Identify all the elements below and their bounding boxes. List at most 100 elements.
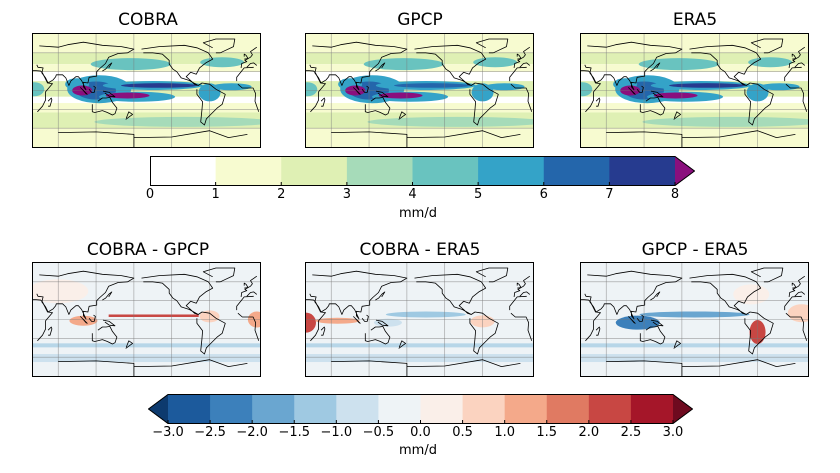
colorbar-tick-label: 5 <box>473 187 483 202</box>
diff-africa <box>787 304 808 323</box>
coastline-uk <box>516 282 522 289</box>
precip-band <box>33 71 260 82</box>
coastline-australia <box>639 326 666 345</box>
coastline-australia <box>639 97 666 116</box>
panel-title-gpcp: GPCP <box>397 10 443 30</box>
coastline-sumatra <box>80 316 88 324</box>
coastline-africa <box>236 66 254 82</box>
coastline-antarctica <box>58 131 135 147</box>
colorbar-tick-label: 2.5 <box>620 425 642 440</box>
coastline-greenland <box>475 38 509 54</box>
colorbar-difference-unit: mm/d <box>399 443 437 458</box>
colorbar-tick-label: 2 <box>277 187 286 202</box>
precip-band <box>306 34 533 53</box>
map-panel-cobra-gpcp <box>32 262 261 377</box>
coastline-borneo <box>88 314 96 322</box>
colorbar-segment <box>150 156 217 186</box>
coastline-uk <box>516 53 522 60</box>
precip-band <box>33 52 260 65</box>
coastline-australia <box>364 97 391 116</box>
colorbar-segment <box>630 394 674 424</box>
colorbar-tick-label: −1.0 <box>320 425 353 440</box>
colorbar-tick-label: 1.0 <box>494 425 515 440</box>
colorbar-segment <box>543 156 610 186</box>
coastline-japan <box>102 291 113 301</box>
coastline-americas_n <box>414 44 487 86</box>
precip-band <box>306 103 533 113</box>
panel-title-era5: ERA5 <box>672 10 718 30</box>
coastline-antarctica <box>58 360 135 376</box>
diff-africa <box>306 312 316 333</box>
coastline-newguinea <box>375 90 389 98</box>
colorbar-segment <box>478 156 545 186</box>
coastline-africa <box>581 70 601 113</box>
coastline-antarctica <box>331 131 408 147</box>
coastline-americas_s <box>469 82 499 126</box>
coastline-borneo <box>361 314 369 322</box>
panel-title-cobra-era5: COBRA - ERA5 <box>359 240 481 260</box>
coastline-eurasia <box>246 62 258 68</box>
coastline-eurasia <box>794 291 806 297</box>
colorbar-tick-label: 3 <box>342 187 352 202</box>
coastline-africa <box>510 83 533 112</box>
coastline-greenland <box>202 267 236 283</box>
coastline-africa <box>510 312 533 341</box>
map-panel-era5 <box>580 33 809 148</box>
colorbar-tick-label: 0.5 <box>452 425 473 440</box>
colorbar-segment <box>412 156 479 186</box>
precip-congo <box>581 82 593 97</box>
coastline-newguinea <box>102 319 116 327</box>
diff-indian-ocean <box>315 317 360 324</box>
colorbar-extend-max <box>673 394 693 424</box>
coastline-africa <box>306 299 326 342</box>
coastline-americas_s <box>744 82 774 126</box>
diff-band-southern <box>33 354 260 363</box>
panel-title-gpcp-era5: GPCP - ERA5 <box>641 240 749 260</box>
colorbar-segment <box>420 394 464 424</box>
coastline-eurasia <box>246 291 258 297</box>
coastline-eurasia <box>519 62 531 68</box>
colorbar-segment <box>346 156 413 186</box>
coastline-nz <box>398 111 406 120</box>
diff-itcz <box>385 311 466 318</box>
coastline-madagascar <box>320 97 326 107</box>
coastline-madagascar <box>320 326 326 336</box>
diff-band-southern <box>306 354 533 363</box>
precip-band <box>581 71 808 82</box>
map-panel-gpcp-era5 <box>580 262 809 377</box>
coastline-eurasia <box>36 270 135 320</box>
coastline-eurasia <box>519 291 531 297</box>
colorbar-tick-label: 0.0 <box>410 425 431 440</box>
diff-band-midlat <box>306 343 533 348</box>
coastline-americas_s <box>196 311 226 355</box>
map-panel-gpcp <box>305 33 534 148</box>
coastline-japan <box>102 62 113 72</box>
coastline-newguinea <box>650 319 664 327</box>
coastline-africa <box>306 70 326 113</box>
coastline-africa <box>237 312 260 341</box>
colorbar-tick-label: 7 <box>605 187 614 202</box>
colorbar-tick-label: 4 <box>408 187 417 202</box>
coastline-uk <box>791 282 797 289</box>
coastline-eurasia <box>794 62 806 68</box>
coastline-americas_s <box>469 311 499 355</box>
colorbar-segment <box>281 156 348 186</box>
coastline-madagascar <box>595 326 601 336</box>
coastline-nz <box>125 340 133 349</box>
colorbar-segment <box>609 156 676 186</box>
colorbar-tick-label: −0.5 <box>362 425 395 440</box>
precip-band <box>306 52 533 65</box>
coastline-africa <box>237 83 260 112</box>
precip-spcz-core <box>653 92 698 99</box>
diff-itcz-line <box>108 314 199 317</box>
coastline-antarctica <box>606 131 683 147</box>
coastline-australia <box>364 326 391 345</box>
coastline-sumatra <box>628 87 636 95</box>
precip-band <box>581 103 808 113</box>
coastline-eurasia <box>584 270 683 320</box>
precip-band <box>581 34 808 53</box>
coastline-nz <box>125 111 133 120</box>
colorbar-tick-label: −1.5 <box>278 425 311 440</box>
coastline-borneo <box>361 85 369 93</box>
colorbar-tick-label: 0 <box>145 187 155 202</box>
